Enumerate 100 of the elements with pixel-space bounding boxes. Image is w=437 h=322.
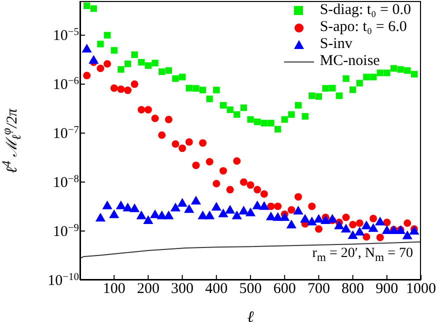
point [164,116,172,124]
point [130,203,140,212]
point [260,190,268,198]
x-tick-label: 100 [102,281,126,297]
point [314,225,322,233]
point [192,85,200,92]
point [204,210,215,220]
point [361,220,372,230]
point [370,74,377,80]
point [293,206,304,214]
point [315,93,322,100]
point [254,186,262,194]
point [404,67,411,74]
x-tick-label: 300 [171,281,194,297]
point [356,80,363,86]
point [158,68,166,75]
point [334,220,344,230]
point [138,58,145,66]
point [177,198,188,207]
point [274,202,282,210]
x-tick-label: 1000 [406,281,436,297]
point [199,139,206,147]
point [294,102,302,109]
point [172,140,180,148]
point [294,193,302,201]
point [354,226,365,236]
point [199,86,206,94]
x-tick-label: 600 [273,281,296,297]
point [170,202,181,212]
point [390,65,398,72]
point [212,180,220,188]
point [404,219,412,227]
y-tick-label: 10$^{−7}$ [52,124,79,142]
point [402,230,412,240]
line-series [80,241,421,259]
point [118,66,124,73]
point [349,86,356,94]
point [260,120,268,126]
point [320,215,331,224]
point [308,202,316,210]
point [234,111,240,118]
point [84,2,90,10]
x-tick-label: 700 [307,281,330,297]
point [165,67,172,74]
point [349,220,357,228]
point [226,186,234,194]
point [259,201,270,210]
point [383,218,391,226]
point [220,102,227,109]
point [302,113,308,120]
point [368,223,378,232]
point [267,202,275,210]
point [152,60,158,66]
x-tick-label: 400 [205,281,228,297]
point [268,120,274,126]
point [144,62,152,69]
point [288,206,296,214]
point [172,75,179,82]
point [144,106,152,114]
x-tick-label: 800 [342,281,364,297]
point [356,219,364,227]
point [185,138,193,146]
point [410,70,418,78]
point [143,215,154,224]
point [151,114,159,122]
point [274,126,282,133]
point [219,167,227,175]
point [247,116,254,123]
point [288,111,295,118]
point [109,209,120,218]
point [245,208,256,216]
point [327,214,338,223]
point [131,51,138,58]
legend-label: S-diag: t₀ = 0.0 [320,2,411,19]
point [254,118,261,126]
legend-label: MC-noise [320,53,380,70]
point [83,72,91,80]
point [104,32,111,39]
point [300,214,310,223]
point [124,60,132,68]
point [122,202,133,212]
point [280,212,290,221]
point [375,216,386,226]
point [186,84,192,92]
point [97,40,104,48]
y-tick-label: 10$^{−6}$ [52,76,79,94]
point [384,70,390,76]
point [240,104,247,112]
legend-label: S-apo: t₀ = 6.0 [320,19,407,36]
point [211,202,222,211]
point [376,70,384,76]
point [158,131,166,139]
point [190,196,201,204]
point [150,209,160,218]
y-tick-label: 10$^{−5}$ [52,26,79,44]
point [306,216,317,226]
point [136,210,146,220]
point [342,75,350,82]
legend-label: S-inv [320,36,352,53]
point [164,210,174,220]
